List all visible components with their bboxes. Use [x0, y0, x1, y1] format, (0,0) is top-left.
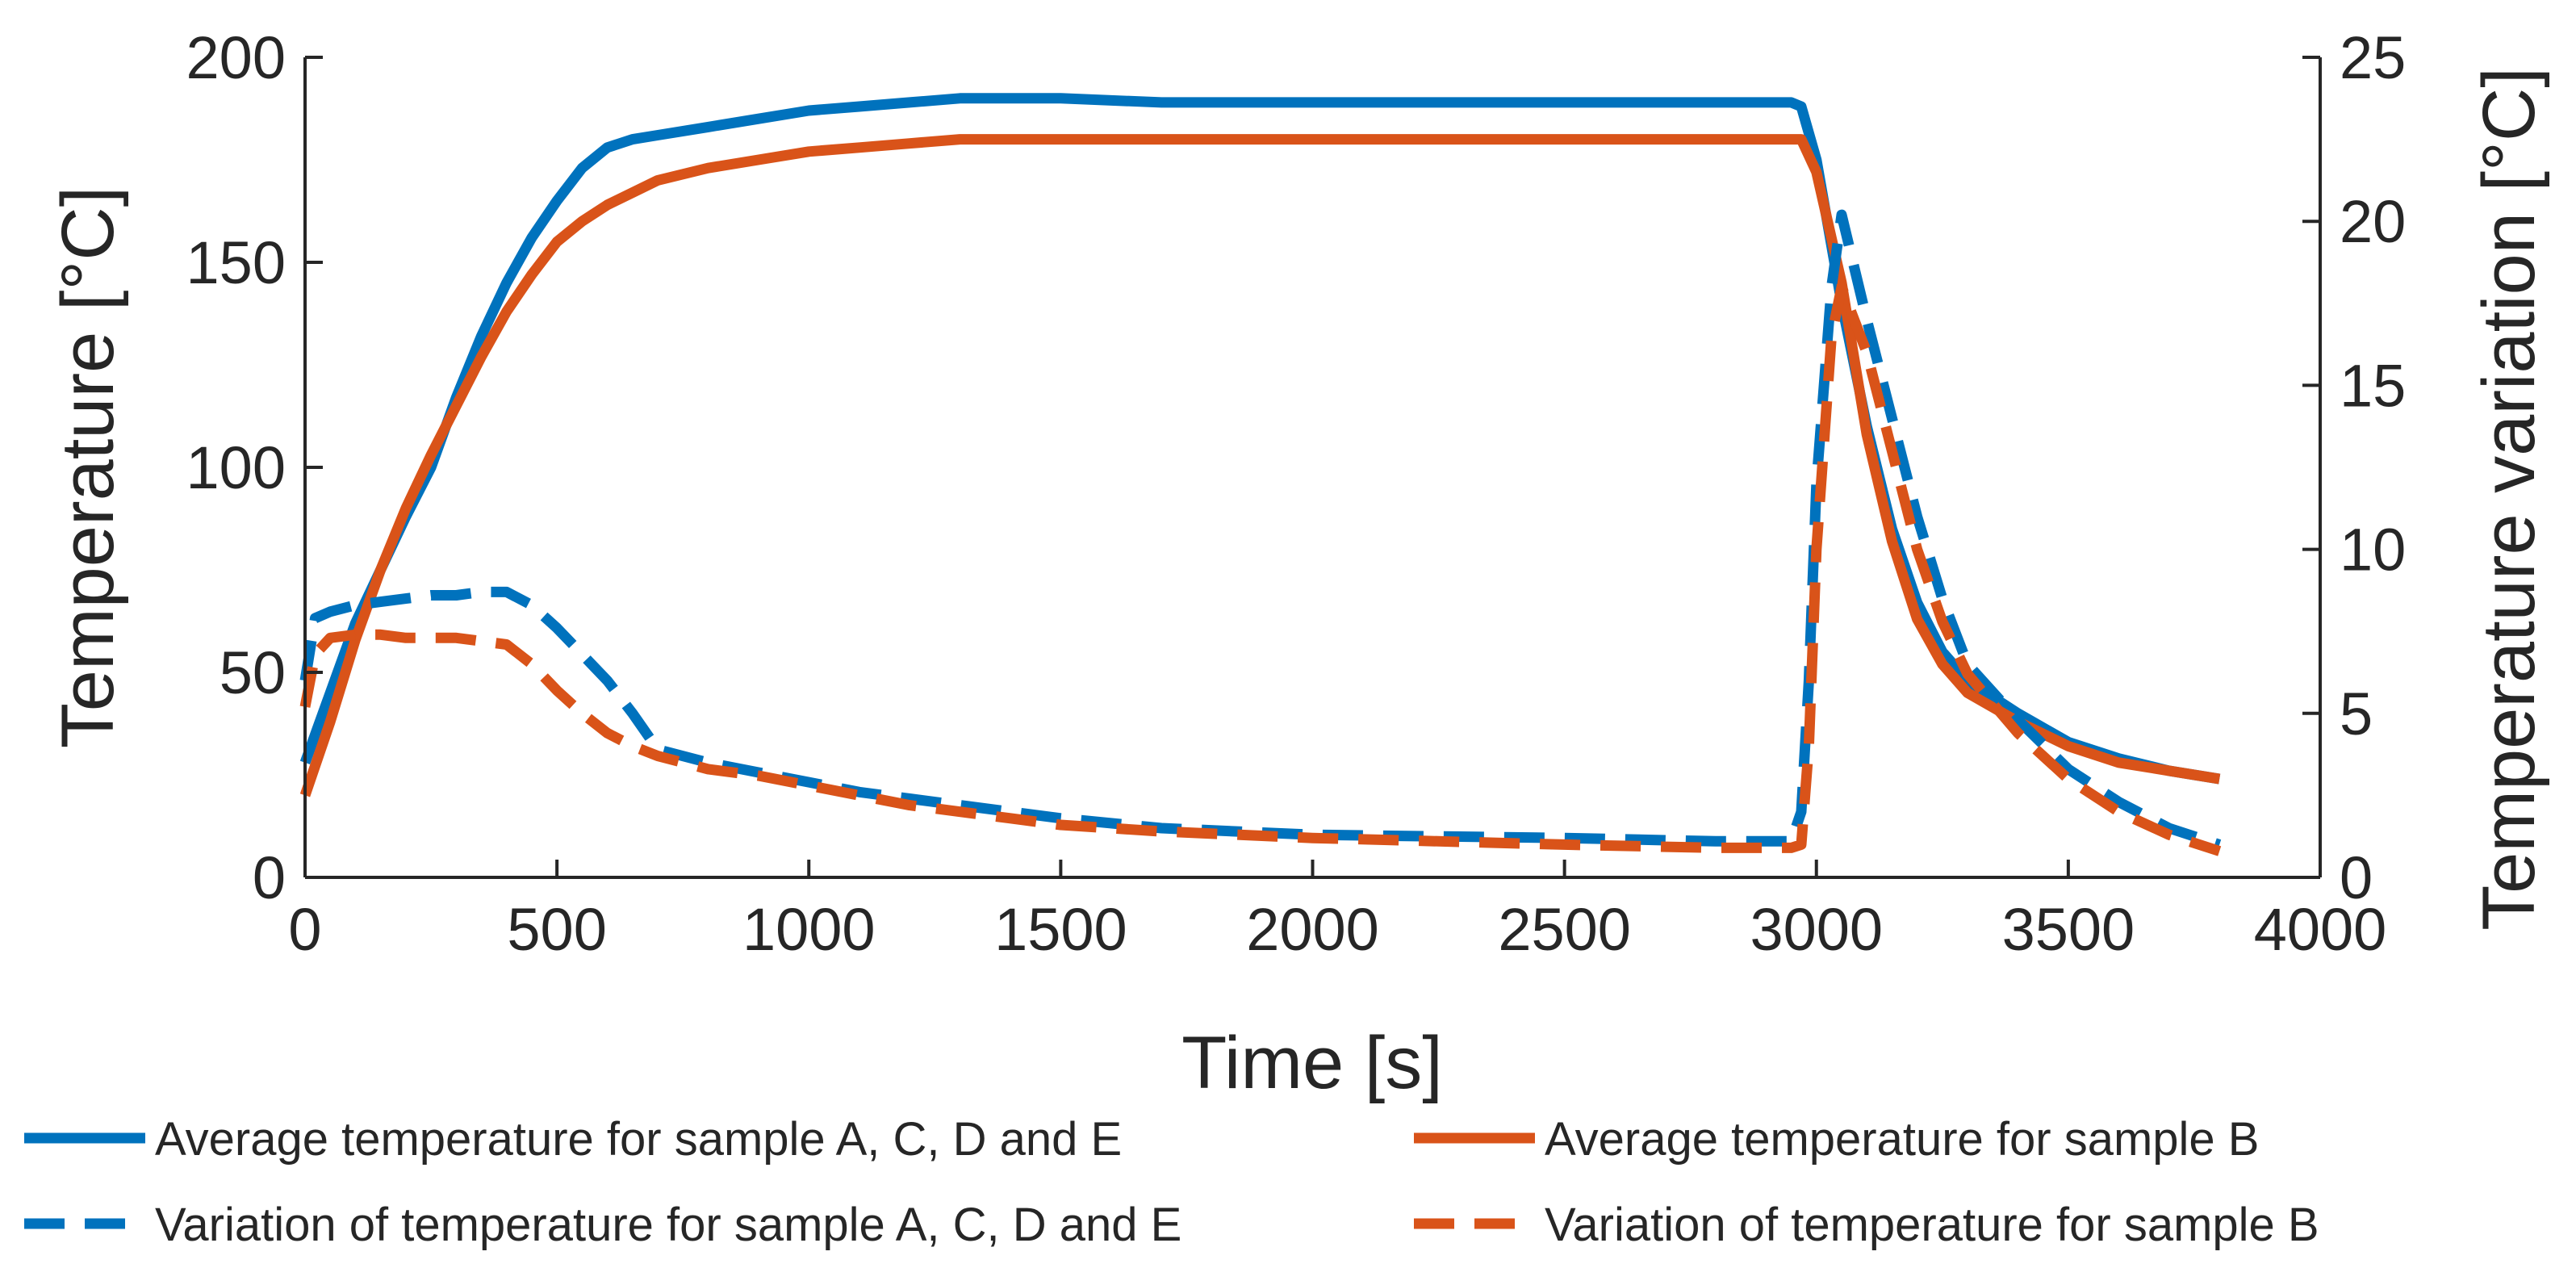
y2-axis-title: Temperature variation [°C]: [2468, 67, 2550, 931]
y-tick-label: 0: [253, 844, 286, 911]
series-line-3-variation-of-temperature-for-sample-a-c-d-and-e: [299, 209, 2222, 850]
y-tick-label: 150: [186, 229, 286, 296]
y2-tick-label: 20: [2340, 188, 2406, 255]
x-tick-label: 2500: [1498, 896, 1631, 963]
y2-tick-label: 10: [2340, 517, 2406, 584]
y-tick-label: 50: [220, 639, 286, 706]
x-tick-label: 1500: [994, 896, 1127, 963]
legend-label-avg-acde: Average temperature for sample A, C, D a…: [155, 1113, 1122, 1166]
x-axis-title: Time [s]: [1181, 1022, 1443, 1104]
x-tick-label: 0: [288, 896, 321, 963]
series-layer: [299, 93, 2222, 856]
x-tick-label: 3500: [2002, 896, 2135, 963]
x-tick-label: 3000: [1750, 896, 1883, 963]
series-line-1-average-temperature-for-sample-a-c-d-and-e: [299, 93, 2221, 785]
y-tick-label: 200: [186, 24, 286, 91]
ticks-layer: 0 500 1000 1500 2000 2500 3000 3500 400005010015…: [186, 24, 2407, 963]
legend-label-var-acde: Variation of temperature for sample A, C…: [155, 1199, 1181, 1251]
x-tick-label: 1000: [742, 896, 876, 963]
y-tick-label: 100: [186, 434, 286, 501]
y2-tick-label: 5: [2340, 680, 2373, 747]
legend: Average temperature for sample A, C, D a…: [24, 1113, 2319, 1251]
series-line-2-average-temperature-for-sample-b: [299, 134, 2221, 797]
y2-tick-label: 0: [2340, 844, 2373, 911]
y2-tick-label: 25: [2340, 24, 2406, 91]
x-tick-label: 4000: [2254, 896, 2387, 963]
y2-tick-label: 15: [2340, 352, 2406, 419]
series-line-4-variation-of-temperature-for-sample-b: [299, 282, 2222, 856]
legend-label-var-b: Variation of temperature for sample B: [1545, 1199, 2319, 1251]
x-tick-label: 500: [507, 896, 606, 963]
axes-layer: [303, 57, 2322, 879]
legend-label-avg-b: Average temperature for sample B: [1545, 1113, 2260, 1166]
y-axis-title: Temperature [°C]: [47, 186, 129, 748]
x-tick-label: 2000: [1246, 896, 1379, 963]
